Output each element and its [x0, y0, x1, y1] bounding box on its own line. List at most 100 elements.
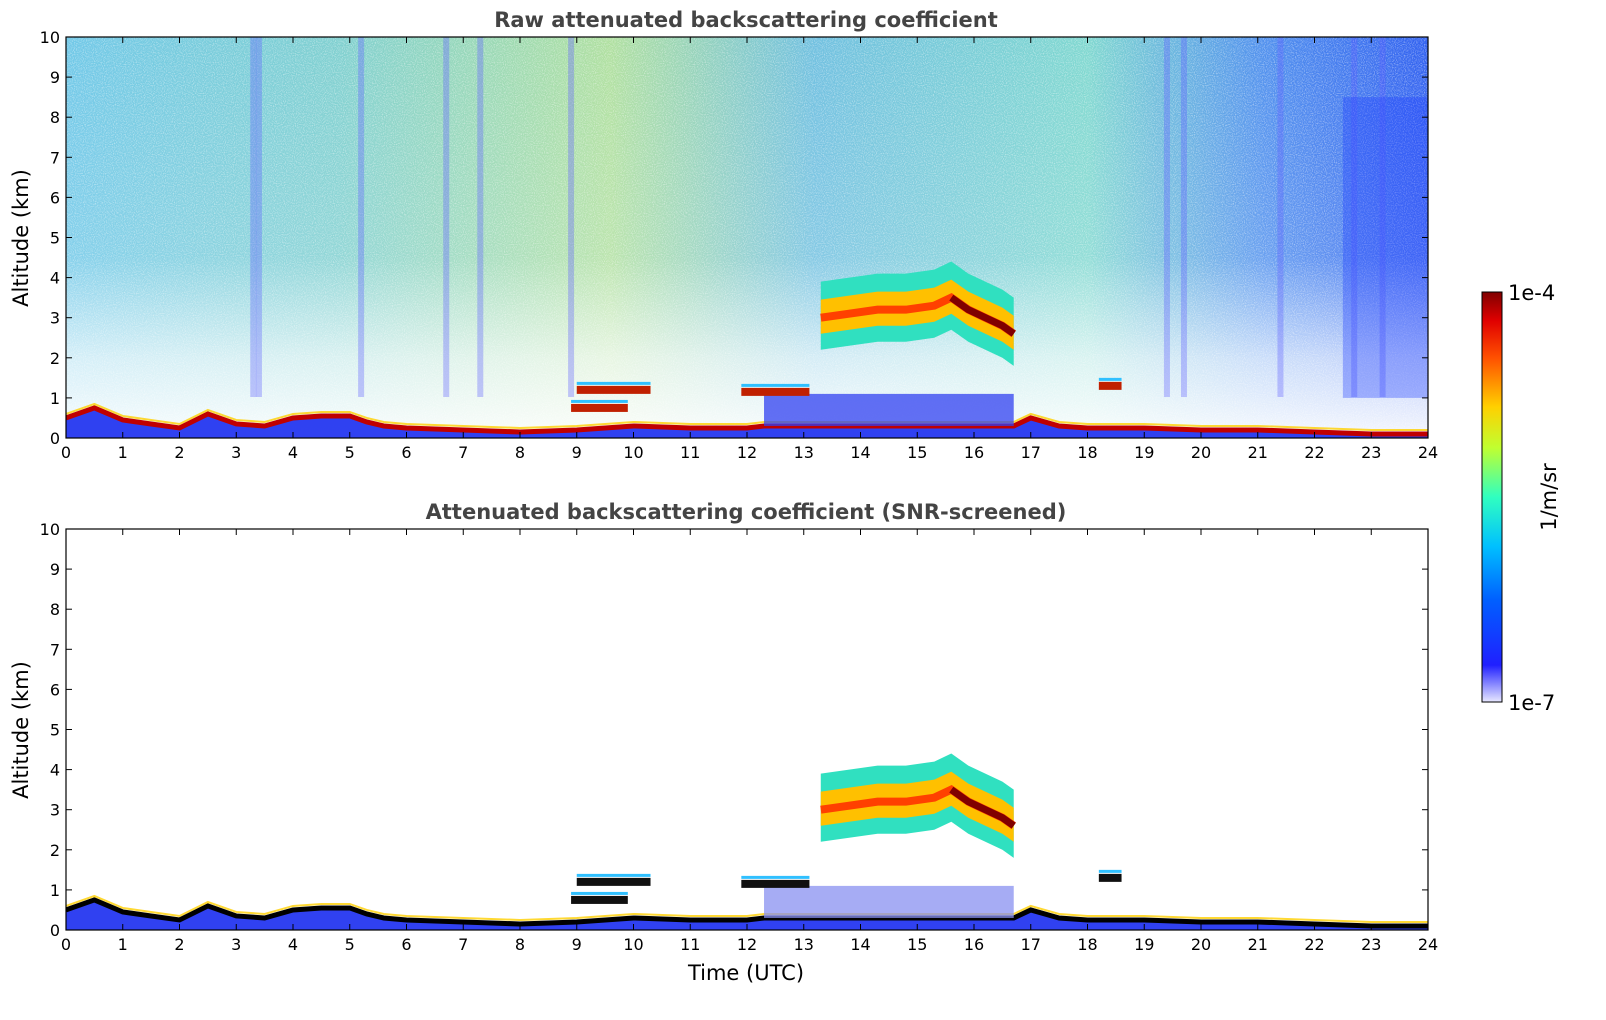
colorbar-min-label: 1e-7: [1508, 691, 1555, 715]
x-tick-label: 10: [623, 935, 643, 954]
x-tick-label: 14: [850, 443, 870, 462]
y-tick-label: 2: [50, 841, 60, 860]
y-axis-label: Altitude (km): [9, 169, 33, 307]
cloud-tail: [949, 294, 1016, 337]
x-tick-label: 10: [623, 443, 643, 462]
y-tick-label: 1: [50, 881, 60, 900]
y-tick-label: 5: [50, 721, 60, 740]
elevated-layer: [571, 403, 628, 412]
panel-title: Raw attenuated backscattering coefficien…: [494, 8, 998, 32]
axis-ticks: 0 1 2 3 4 5 6 7 8 9 10 11 12 13 14 15 16 17 18 19 20 21 22 23 24…: [40, 520, 1439, 954]
elevated-layer-edge: [741, 875, 810, 879]
x-tick-label: 24: [1418, 443, 1438, 462]
cloud-features: [66, 753, 1428, 930]
elevated-layer-edge: [576, 381, 651, 385]
elevated-layer: [576, 385, 651, 394]
panel-screened: Attenuated backscattering coefficient (S…: [9, 500, 1438, 985]
boundary-layer-top: [66, 897, 1428, 929]
x-tick-label: 11: [680, 935, 700, 954]
y-tick-label: 0: [50, 921, 60, 940]
x-tick-label: 1: [118, 443, 128, 462]
x-axis-label: Time (UTC): [687, 961, 804, 985]
noise-stripe: [1379, 37, 1386, 397]
elevated-layer: [1098, 381, 1122, 390]
x-tick-label: 20: [1191, 443, 1211, 462]
x-tick-label: 1: [118, 935, 128, 954]
noise-stripe: [1163, 37, 1170, 397]
y-tick-label: 3: [50, 309, 60, 328]
panel-title: Attenuated backscattering coefficient (S…: [426, 500, 1067, 524]
noise-stripe: [250, 37, 257, 397]
colorbar: 1e-4 1e-7 1/m/sr: [1481, 281, 1561, 715]
x-tick-label: 9: [572, 935, 582, 954]
x-tick-label: 13: [794, 935, 814, 954]
x-tick-label: 4: [288, 443, 298, 462]
y-tick-label: 10: [40, 520, 60, 539]
elevated-layer-edge: [1098, 869, 1122, 873]
x-tick-label: 0: [61, 935, 71, 954]
dense-noise-region: [1342, 97, 1428, 398]
x-tick-label: 7: [458, 443, 468, 462]
x-tick-label: 8: [515, 935, 525, 954]
y-tick-label: 6: [50, 188, 60, 207]
y-tick-label: 0: [50, 429, 60, 448]
boundary-layer-top: [66, 405, 1428, 437]
colorbar-gradient: [1481, 291, 1503, 703]
cloud-features: [66, 261, 1428, 438]
y-tick-label: 8: [50, 108, 60, 127]
y-tick-label: 10: [40, 28, 60, 47]
noise-speckle: [66, 37, 1428, 438]
x-tick-label: 12: [737, 443, 757, 462]
x-tick-label: 3: [231, 935, 241, 954]
elevated-layer: [741, 387, 810, 396]
heatmap-screened: [66, 529, 1428, 930]
x-tick-label: 11: [680, 443, 700, 462]
x-tick-label: 8: [515, 443, 525, 462]
axis-ticks: 0 1 2 3 4 5 6 7 8 9 10 11 12 13 14 15 16 17 18 19 20 21 22 23 24…: [40, 28, 1439, 462]
noise-stripe: [1351, 37, 1358, 397]
x-tick-label: 9: [572, 443, 582, 462]
y-tick-label: 1: [50, 389, 60, 408]
noise-stripe: [568, 37, 575, 397]
x-tick-label: 2: [174, 443, 184, 462]
elevated-layer-edge: [741, 383, 810, 387]
x-tick-label: 18: [1077, 443, 1097, 462]
x-tick-label: 23: [1361, 443, 1381, 462]
x-tick-label: 15: [907, 443, 927, 462]
x-tick-label: 17: [1021, 935, 1041, 954]
x-tick-label: 20: [1191, 935, 1211, 954]
x-tick-label: 5: [345, 935, 355, 954]
elevated-layer-edge: [571, 399, 628, 403]
panel-raw: Raw attenuated backscattering coefficien…: [9, 8, 1438, 462]
heatmap-raw: [66, 37, 1428, 438]
x-tick-label: 13: [794, 443, 814, 462]
x-tick-label: 6: [401, 935, 411, 954]
boundary-layer-edge: [66, 894, 1428, 923]
plot-background: [66, 529, 1428, 930]
aerosol-region: [764, 393, 1014, 426]
colorbar-max-label: 1e-4: [1508, 281, 1555, 305]
boundary-layer-fill: [66, 407, 1428, 438]
elevated-layer-edge: [1098, 377, 1122, 381]
x-tick-label: 4: [288, 935, 298, 954]
cloud-middle: [820, 279, 1014, 350]
x-tick-label: 17: [1021, 443, 1041, 462]
boundary-layer-edge: [66, 402, 1428, 431]
boundary-layer-fill: [66, 899, 1428, 930]
x-tick-label: 5: [345, 443, 355, 462]
noise-stripe: [1180, 37, 1187, 397]
y-tick-label: 7: [50, 640, 60, 659]
x-tick-label: 0: [61, 443, 71, 462]
y-tick-label: 9: [50, 560, 60, 579]
x-tick-label: 16: [964, 443, 984, 462]
x-tick-label: 2: [174, 935, 184, 954]
x-tick-label: 6: [401, 443, 411, 462]
y-tick-label: 2: [50, 349, 60, 368]
elevated-layer: [741, 879, 810, 888]
aerosol-region: [764, 885, 1014, 918]
y-tick-label: 5: [50, 229, 60, 248]
noise-stripe: [358, 37, 365, 397]
y-tick-label: 4: [50, 761, 60, 780]
x-tick-label: 21: [1248, 443, 1268, 462]
